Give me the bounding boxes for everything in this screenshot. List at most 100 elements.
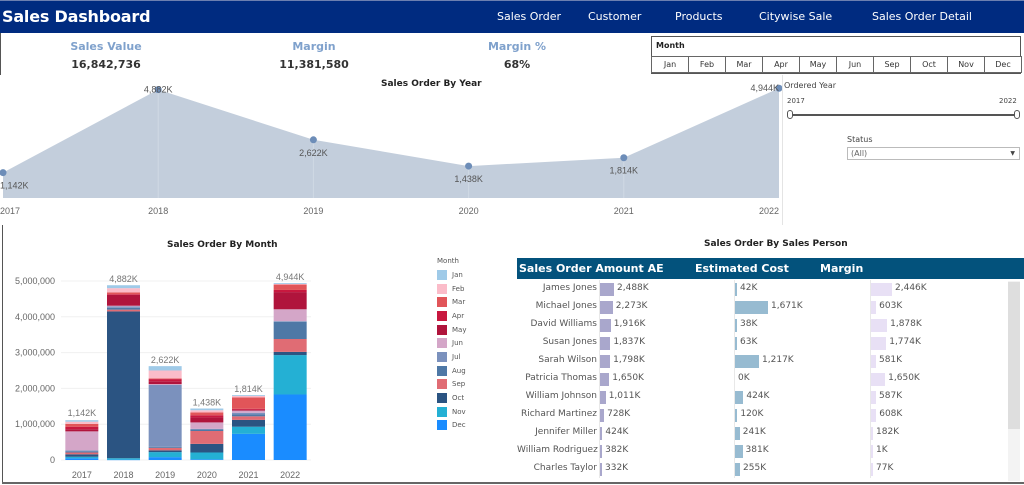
nav-customer[interactable]: Customer bbox=[588, 10, 642, 23]
bar-segment-feb[interactable] bbox=[232, 395, 265, 398]
legend-item-jul[interactable]: Jul bbox=[437, 350, 466, 364]
bar-segment-jul[interactable] bbox=[107, 306, 140, 308]
ordered-year-slider-max-handle[interactable] bbox=[1014, 110, 1020, 119]
month-filter-option[interactable]: Jan bbox=[651, 56, 689, 73]
bar-segment-aug[interactable] bbox=[148, 446, 182, 448]
bar-segment-feb[interactable] bbox=[190, 410, 224, 413]
bar-segment-jun[interactable] bbox=[232, 410, 265, 413]
bar-segment-aug[interactable] bbox=[190, 429, 224, 432]
bar-segment-may[interactable] bbox=[232, 409, 265, 411]
bar-segment-nov[interactable] bbox=[148, 452, 182, 458]
bar-segment-jan[interactable] bbox=[148, 366, 182, 371]
bar-segment-sep[interactable] bbox=[190, 431, 224, 444]
bar-segment-oct[interactable] bbox=[273, 351, 307, 356]
legend-item-jun[interactable]: Jun bbox=[437, 336, 466, 350]
month-filter-option[interactable]: Sep bbox=[873, 56, 911, 73]
bar-segment-mar[interactable] bbox=[232, 397, 265, 409]
bar-segment-dec[interactable] bbox=[65, 458, 99, 460]
bar-segment-apr[interactable] bbox=[232, 408, 265, 410]
bar-segment-sep[interactable] bbox=[273, 338, 307, 352]
bar-segment-may[interactable] bbox=[148, 381, 182, 385]
bar-segment-feb[interactable] bbox=[273, 283, 307, 285]
bar-segment-may[interactable] bbox=[273, 292, 307, 310]
legend-item-sep[interactable]: Sep bbox=[437, 378, 466, 392]
bar-segment-sep[interactable] bbox=[148, 447, 182, 451]
bar-segment-dec[interactable] bbox=[232, 433, 265, 460]
bar-segment-may[interactable] bbox=[65, 429, 99, 432]
legend-item-nov[interactable]: Nov bbox=[437, 405, 466, 419]
nav-sales-order[interactable]: Sales Order bbox=[497, 10, 562, 23]
bar-segment-jun[interactable] bbox=[148, 384, 182, 385]
bar-segment-jan[interactable] bbox=[232, 395, 265, 396]
bar-segment-nov[interactable] bbox=[273, 355, 307, 395]
table-row[interactable]: Jennifer Miller 424K 241K 182K bbox=[517, 424, 1007, 442]
bar-segment-apr[interactable] bbox=[65, 426, 99, 430]
bar-segment-jan[interactable] bbox=[273, 283, 307, 284]
bar-segment-may[interactable] bbox=[190, 417, 224, 423]
month-filter-option[interactable]: May bbox=[799, 56, 837, 73]
bar-segment-jan[interactable] bbox=[65, 420, 99, 422]
table-row[interactable]: William Rodriguez 382K 381K 1K bbox=[517, 442, 1007, 460]
bar-segment-feb[interactable] bbox=[148, 370, 182, 379]
ordered-year-slider-track[interactable] bbox=[790, 114, 1018, 116]
bar-segment-feb[interactable] bbox=[65, 421, 99, 424]
bar-segment-jun[interactable] bbox=[273, 309, 307, 322]
table-row[interactable]: David Williams 1,916K 38K 1,878K bbox=[517, 316, 1007, 334]
column-header-sales-amount[interactable]: Sales Order Amount AE bbox=[519, 262, 664, 275]
bar-segment-apr[interactable] bbox=[107, 294, 140, 295]
bar-segment-aug[interactable] bbox=[273, 321, 307, 339]
year-data-point[interactable] bbox=[0, 169, 7, 177]
bar-segment-nov[interactable] bbox=[65, 456, 99, 459]
bar-segment-sep[interactable] bbox=[65, 452, 99, 455]
bar-segment-oct[interactable] bbox=[190, 443, 224, 453]
bar-segment-mar[interactable] bbox=[107, 292, 140, 295]
legend-item-jan[interactable]: Jan bbox=[437, 268, 466, 282]
bar-segment-apr[interactable] bbox=[273, 289, 307, 293]
bar-segment-nov[interactable] bbox=[107, 458, 140, 460]
ordered-year-slider-min-handle[interactable] bbox=[787, 110, 793, 119]
nav-citywise-sale[interactable]: Citywise Sale bbox=[759, 10, 833, 23]
year-data-point[interactable] bbox=[309, 136, 317, 144]
bar-segment-oct[interactable] bbox=[107, 311, 140, 459]
table-row[interactable]: Susan Jones 1,837K 63K 1,774K bbox=[517, 334, 1007, 352]
table-row[interactable]: William Johnson 1,011K 424K 587K bbox=[517, 388, 1007, 406]
legend-item-may[interactable]: May bbox=[437, 323, 466, 337]
bar-segment-jul[interactable] bbox=[190, 428, 224, 430]
status-dropdown[interactable]: (All) ▼ bbox=[847, 147, 1020, 160]
bar-segment-jul[interactable] bbox=[273, 321, 307, 322]
bar-segment-oct[interactable] bbox=[65, 454, 99, 457]
month-filter-option[interactable]: Nov bbox=[947, 56, 985, 73]
table-row[interactable]: Sarah Wilson 1,798K 1,217K 581K bbox=[517, 352, 1007, 370]
nav-products[interactable]: Products bbox=[675, 10, 723, 23]
month-filter-option[interactable]: Jun bbox=[836, 56, 874, 73]
year-data-point[interactable] bbox=[775, 84, 783, 92]
bar-segment-oct[interactable] bbox=[232, 419, 265, 427]
table-row[interactable]: Charles Taylor 332K 255K 77K bbox=[517, 460, 1007, 478]
legend-item-mar[interactable]: Mar bbox=[437, 295, 466, 309]
year-data-point[interactable] bbox=[465, 162, 473, 170]
year-data-point[interactable] bbox=[154, 86, 162, 94]
bar-segment-aug[interactable] bbox=[232, 414, 265, 417]
legend-item-aug[interactable]: Aug bbox=[437, 364, 466, 378]
bar-segment-aug[interactable] bbox=[65, 451, 99, 453]
bar-segment-jun[interactable] bbox=[107, 305, 140, 307]
bar-segment-apr[interactable] bbox=[148, 379, 182, 382]
bar-segment-mar[interactable] bbox=[273, 284, 307, 290]
month-filter-option[interactable]: Feb bbox=[688, 56, 726, 73]
legend-item-oct[interactable]: Oct bbox=[437, 391, 466, 405]
bar-segment-jul[interactable] bbox=[65, 450, 99, 452]
legend-item-apr[interactable]: Apr bbox=[437, 309, 466, 323]
nav-sales-order-detail[interactable]: Sales Order Detail bbox=[872, 10, 972, 23]
bar-segment-mar[interactable] bbox=[190, 412, 224, 416]
bar-segment-feb[interactable] bbox=[107, 288, 140, 293]
bar-segment-apr[interactable] bbox=[190, 415, 224, 418]
bar-segment-sep[interactable] bbox=[107, 309, 140, 312]
column-header-estimated-cost[interactable]: Estimated Cost bbox=[695, 262, 789, 275]
bar-segment-nov[interactable] bbox=[232, 426, 265, 434]
bar-segment-jun[interactable] bbox=[190, 422, 224, 429]
table-scrollbar-thumb[interactable] bbox=[1008, 282, 1020, 429]
month-filter-option[interactable]: Mar bbox=[725, 56, 763, 73]
bar-segment-nov[interactable] bbox=[190, 452, 224, 460]
legend-item-feb[interactable]: Feb bbox=[437, 282, 466, 296]
legend-item-dec[interactable]: Dec bbox=[437, 419, 466, 433]
